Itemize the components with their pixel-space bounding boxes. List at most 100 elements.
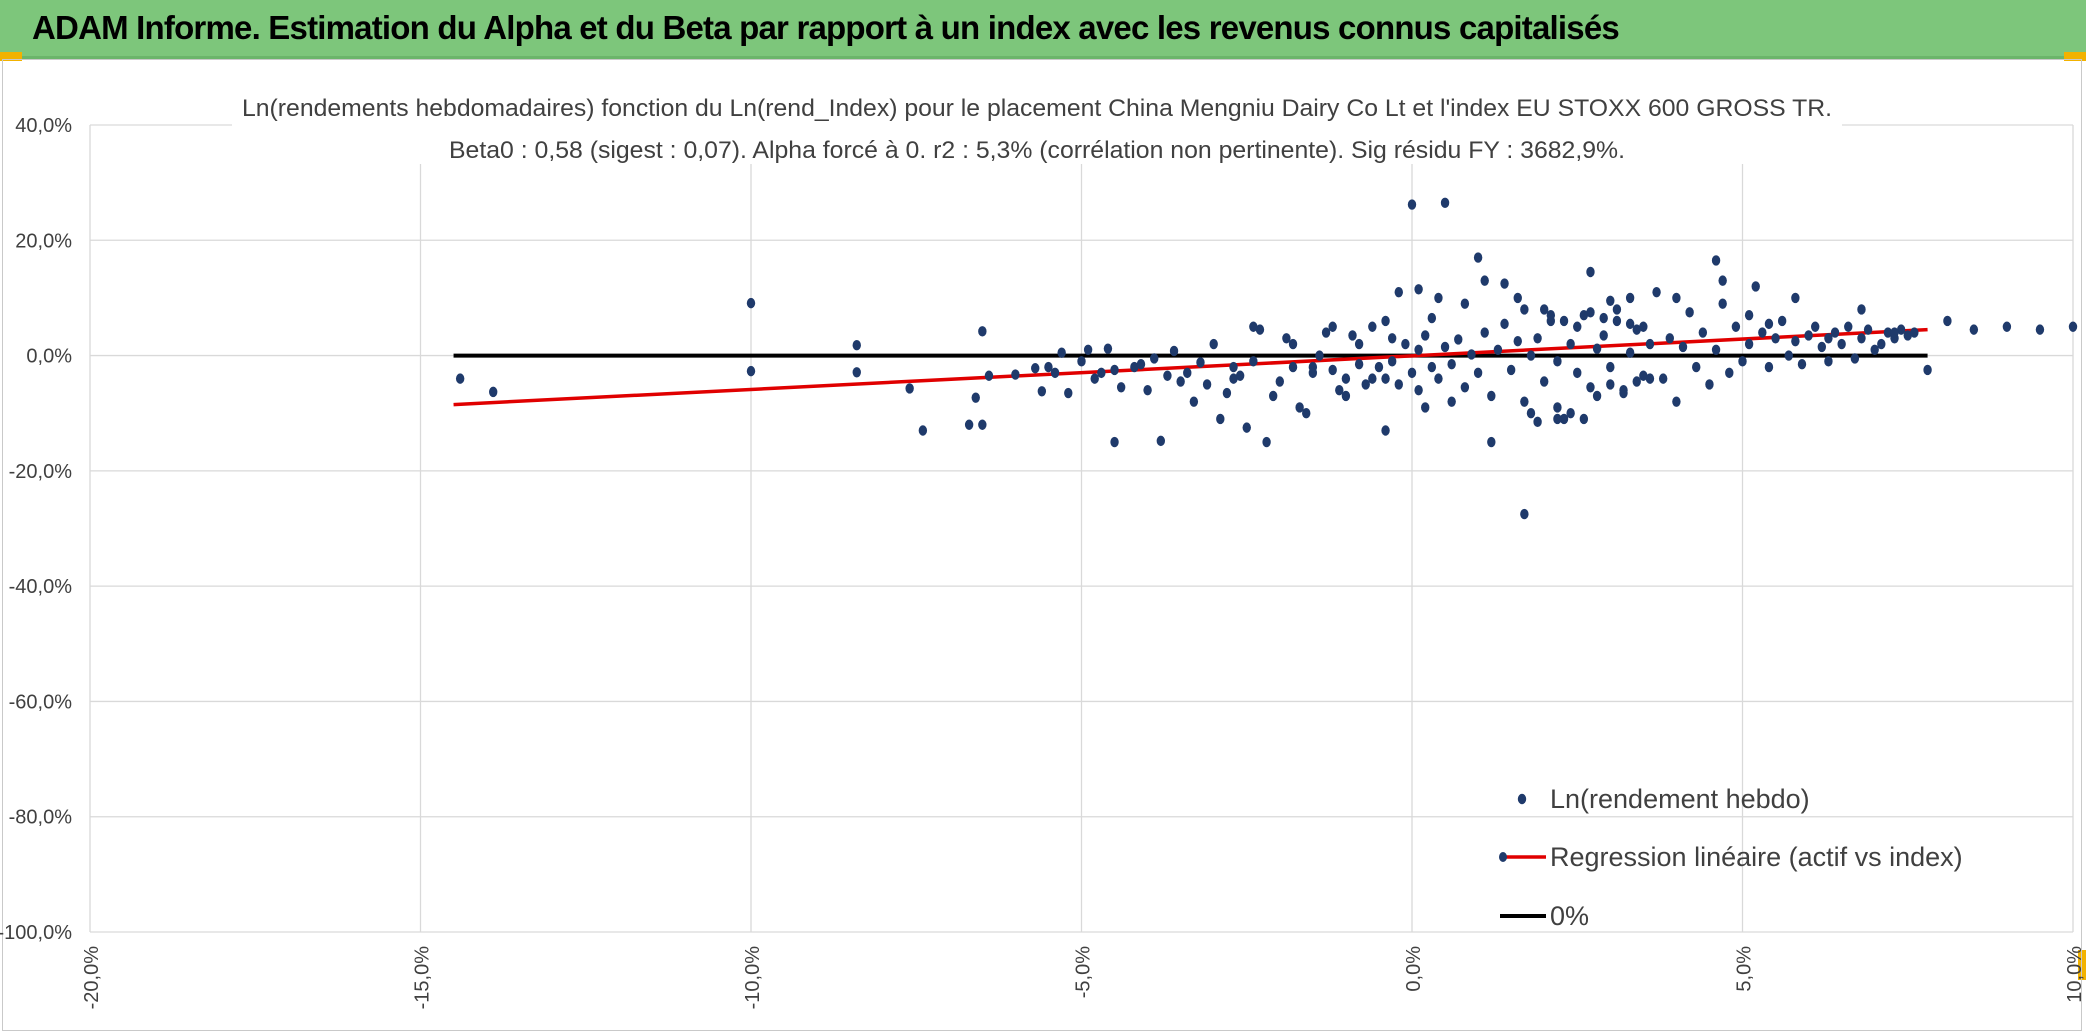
data-point [1625,318,1635,330]
data-point [1718,298,1727,309]
data-point [1566,408,1575,419]
data-point [1354,359,1364,370]
data-point [1103,343,1113,354]
x-tick-label: -15,0% [412,946,434,1010]
x-tick-label: -20,0% [81,946,103,1010]
data-point [1381,373,1390,384]
data-point [1625,347,1635,358]
data-point [1632,376,1641,387]
data-point [1136,359,1146,370]
data-point [1566,338,1575,350]
data-point [1923,364,1932,376]
data-point [1328,321,1337,332]
regression-line [453,327,1928,407]
data-point [984,370,994,381]
data-point [1791,335,1800,347]
data-point [1513,335,1522,347]
data-point [1665,333,1674,344]
data-point [1249,321,1258,332]
data-point [1183,367,1192,379]
data-point [852,367,861,378]
data-point [1083,344,1093,356]
data-point [918,425,928,436]
data-point [1533,416,1542,428]
data-point [2002,321,2012,332]
data-point [1652,286,1661,298]
data-point [1910,327,1919,338]
data-point [1533,333,1542,344]
data-point [1731,321,1741,332]
data-point [1804,330,1813,341]
data-point [1811,321,1820,332]
data-point [852,339,861,351]
data-point [1639,370,1648,381]
legend-marker-points [1517,793,1527,805]
data-point [1057,347,1066,358]
data-point [978,326,987,337]
data-point [1645,338,1655,350]
data-point [1354,338,1364,350]
data-point [1844,321,1853,332]
data-point [1116,382,1126,393]
corner-accent-top-right [2064,52,2086,61]
legend-label: Ln(rendement hebdo) [1550,784,1810,814]
data-point [1573,367,1582,379]
data-point [1744,310,1754,321]
data-point [1559,315,1569,327]
data-point [1850,353,1860,364]
data-point [1097,367,1106,379]
data-point [1421,402,1430,413]
data-point [1473,367,1483,379]
y-tick-label: -20,0% [9,461,73,483]
data-point [1348,330,1357,341]
data-point [1440,341,1450,353]
data-point [1500,278,1509,289]
data-point [1824,333,1833,344]
data-point [1711,255,1721,266]
data-point [1619,384,1628,396]
data-point [1553,356,1562,367]
data-point [1176,376,1185,387]
data-point [1639,321,1648,332]
chart-frame [2,59,2082,1031]
data-point [1249,356,1258,367]
data-point [1698,327,1708,338]
data-point [1863,324,1873,335]
data-point [1064,387,1073,399]
data-point [1387,333,1397,344]
data-point [1222,387,1232,399]
data-point [1368,321,1377,332]
y-tick-label: -100,0% [0,922,72,944]
data-point [1606,379,1615,390]
data-point [1460,382,1470,393]
data-point [1877,338,1886,350]
data-point [1440,197,1450,209]
data-point [1163,370,1172,381]
data-point [1764,361,1774,373]
chart-titles: Ln(rendements hebdomadaires) fonction du… [232,84,1842,164]
data-point [1553,402,1562,413]
data-point [1896,324,1906,335]
data-point [1625,292,1635,304]
data-point [1493,344,1503,356]
data-point [1037,386,1047,397]
data-point [1513,292,1522,304]
chart-subtitle: Beta0 : 0,58 (sigest : 0,07). Alpha forc… [449,137,1625,164]
data-point [1943,315,1952,327]
header-banner: ADAM Informe. Estimation du Alpha et du … [0,0,2086,59]
data-point [1658,373,1668,384]
data-point [1480,275,1489,286]
data-point [1546,310,1556,321]
corner-accent-top-left [0,52,22,61]
data-point [1553,413,1562,425]
data-point [1447,359,1456,370]
data-point [1394,379,1403,390]
data-point [1077,356,1086,367]
axis-labels: -20,0% -15,0% -10,0% -5,0% 0,0% 5,0% 10,0% 40,0… [0,115,2086,1009]
data-point [1645,373,1655,384]
data-point [1381,425,1390,436]
data-point [1612,315,1622,327]
data-point [1777,315,1787,327]
data-point [1520,396,1529,407]
data-point [1672,292,1681,304]
